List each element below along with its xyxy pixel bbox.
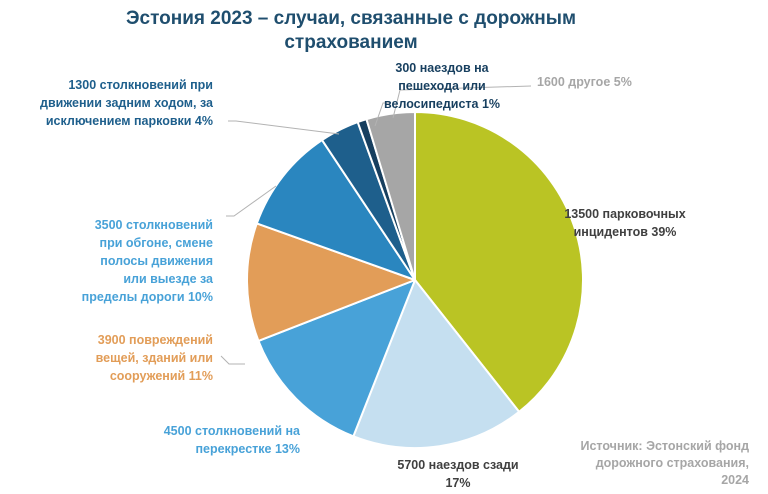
data-label-повреждений-вещей-зданий-или-сооружений: сооружений 11% — [110, 369, 213, 383]
data-label-столкновений-при-обгоне-смене-полосы-движения-или-выезде-за-пределы-дороги: при обгоне, смене — [100, 236, 214, 250]
data-label-повреждений-вещей-зданий-или-сооружений: 3900 повреждений — [98, 333, 213, 347]
pie-slices — [246, 111, 584, 449]
data-label-наездов-сзади: 17% — [445, 476, 470, 490]
pie-slice-наездов-сзади — [352, 279, 521, 449]
data-label-столкновений-при-обгоне-смене-полосы-движения-или-выезде-за-пределы-дороги: полосы движения — [100, 254, 213, 268]
data-label-наездов-на-пешехода-или-велосипедиста: велосипедиста 1% — [384, 97, 500, 111]
source-line: дорожного страхования, — [596, 456, 749, 470]
chart-title-line: страхованием — [284, 32, 417, 53]
data-label-столкновений-при-обгоне-смене-полосы-движения-или-выезде-за-пределы-дороги: или выезде за — [123, 272, 214, 286]
source-line: 2024 — [721, 473, 749, 487]
data-label-наездов-на-пешехода-или-велосипедиста: 300 наездов на — [395, 61, 489, 75]
data-label-парковочных-инцидентов: инцидентов 39% — [574, 225, 677, 239]
leader-line-другое — [392, 85, 532, 119]
pie-slice-другое — [365, 111, 416, 281]
slice-labels: 13500 парковочных инцидентов 39% 5700 наез… — [40, 61, 686, 490]
pie-slice-столкновений-на-перекрестке — [257, 279, 416, 438]
source-line: Источник: Эстонский фонд — [580, 439, 749, 453]
leader-line-повреждений-вещей-зданий-или-сооружений — [220, 355, 245, 365]
data-label-наездов-сзади: 5700 наездов сзади — [397, 458, 518, 472]
data-label-столкновений-при-движении-задним-ходом-за-исключением-парковки: движении задним ходом, за — [40, 96, 214, 110]
pie-slice-парковочных-инцидентов — [414, 111, 584, 413]
chart-title-line: Эстония 2023 – случаи, связанные с дорож… — [126, 8, 576, 29]
data-label-повреждений-вещей-зданий-или-сооружений: вещей, зданий или — [96, 351, 213, 365]
leader-line-столкновений-при-движении-задним-ходом-за-исключением-парковки — [228, 120, 340, 135]
data-label-парковочных-инцидентов: 13500 парковочных — [564, 207, 685, 221]
data-label-столкновений-при-обгоне-смене-полосы-движения-или-выезде-за-пределы-дороги: 3500 столкновений — [95, 218, 213, 232]
data-label-столкновений-на-перекрестке: перекрестке 13% — [195, 442, 300, 456]
data-label-столкновений-при-обгоне-смене-полосы-движения-или-выезде-за-пределы-дороги: пределы дороги 10% — [82, 290, 213, 304]
leader-line-столкновений-при-обгоне-смене-полосы-движения-или-выезде-за-пределы-дороги — [226, 185, 277, 217]
pie-slice-повреждений-вещей-зданий-или-сооружений — [246, 222, 416, 342]
leader-lines — [220, 85, 532, 365]
pie-slice-столкновений-при-обгоне-смене-полосы-движения-или-выезде-за-пределы-дороги — [255, 139, 416, 281]
leader-line-наездов-на-пешехода-или-велосипедиста — [374, 102, 389, 127]
data-label-другое: 1600 другое 5% — [537, 75, 632, 89]
data-label-столкновений-при-движении-задним-ходом-за-исключением-парковки: исключением парковки 4% — [46, 114, 213, 128]
data-label-столкновений-на-перекрестке: 4500 столкновений на — [164, 424, 301, 438]
data-label-наездов-на-пешехода-или-велосипедиста: пешехода или — [398, 79, 486, 93]
data-label-столкновений-при-движении-задним-ходом-за-исключением-парковки: 1300 столкновений при — [68, 78, 213, 92]
source-note: Источник: Эстонский фонд дорожного страхо… — [580, 439, 749, 487]
chart-title: Эстония 2023 – случаи, связанные с дорож… — [126, 8, 576, 53]
